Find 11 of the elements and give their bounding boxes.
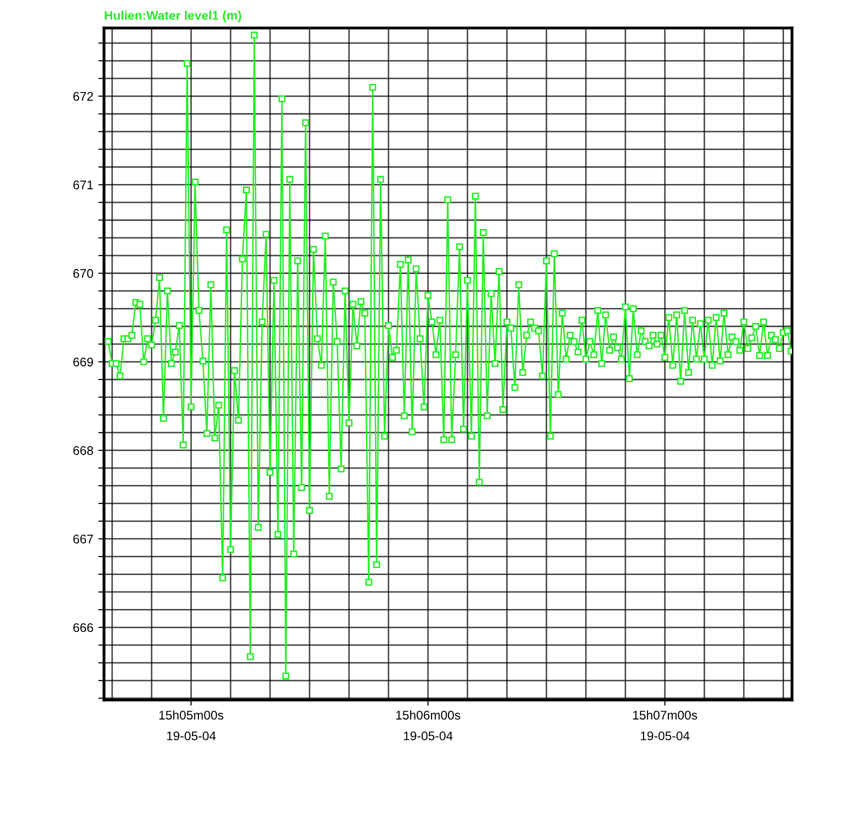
- x-tick-label: 15h05m00s 19-05-04: [159, 710, 224, 740]
- x-tick-label: 15h06m00s 19-05-04: [396, 710, 460, 740]
- y-tick-label: 670: [73, 269, 94, 278]
- chart-title: Hulien:Water level1 (m): [104, 10, 242, 22]
- y-tick-label: 672: [73, 92, 93, 101]
- y-tick-label: 668: [73, 446, 94, 455]
- y-tick-label: 671: [73, 180, 93, 190]
- y-tick-label: 669: [73, 358, 93, 366]
- y-tick-label: 667: [73, 534, 93, 544]
- x-tick-label: 15h07m00s 19-05-04: [633, 710, 698, 740]
- y-tick-label: 666: [73, 623, 94, 632]
